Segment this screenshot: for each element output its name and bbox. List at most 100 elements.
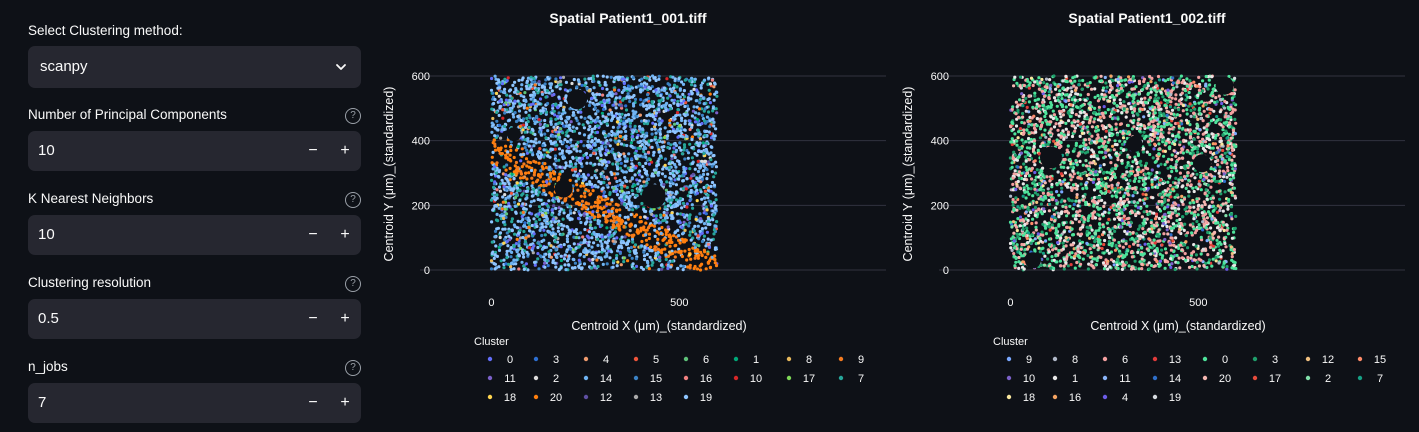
scatter-point <box>658 122 662 126</box>
legend-item[interactable]: 6 <box>703 354 709 366</box>
scatter-point <box>1053 82 1057 86</box>
legend-item[interactable]: 1 <box>753 354 759 366</box>
scatter-point <box>630 176 634 180</box>
scatter-point <box>537 155 541 159</box>
scatter-point <box>714 207 718 211</box>
scatter-point <box>502 258 506 262</box>
scatter-point <box>528 229 532 233</box>
scatter-point <box>1011 200 1015 204</box>
legend-item[interactable]: 17 <box>803 373 815 385</box>
scatter-point <box>607 181 612 185</box>
scatter-point <box>641 155 645 159</box>
legend-item[interactable]: 12 <box>600 392 612 404</box>
help-icon[interactable]: ? <box>345 276 361 292</box>
decrement-button[interactable]: − <box>308 394 318 411</box>
scatter-point <box>603 235 607 239</box>
knn-input[interactable]: 10 − + <box>28 215 361 255</box>
increment-button[interactable]: + <box>340 226 350 243</box>
scatter-point <box>543 265 547 269</box>
scatter-point <box>574 207 578 212</box>
knn-value[interactable]: 10 <box>38 226 55 243</box>
scatter-point <box>604 148 608 152</box>
scatter-point <box>639 98 643 102</box>
scatter-point <box>1184 186 1188 190</box>
decrement-button[interactable]: − <box>308 226 318 243</box>
scatter-point <box>1130 236 1134 240</box>
scatter-point <box>532 76 536 81</box>
scatter-point <box>1220 101 1224 106</box>
increment-button[interactable]: + <box>340 394 350 411</box>
pc-input[interactable]: 10 − + <box>28 131 361 171</box>
help-icon[interactable]: ? <box>345 360 361 376</box>
scatter-point <box>523 130 527 134</box>
scatter-point <box>521 235 525 240</box>
empty-region <box>641 184 666 209</box>
resolution-value[interactable]: 0.5 <box>38 310 59 327</box>
scatter-point <box>595 130 600 134</box>
scatter-point <box>560 169 565 173</box>
scatter-point <box>603 80 607 85</box>
resolution-input[interactable]: 0.5 − + <box>28 299 361 339</box>
scatter-point <box>680 116 684 120</box>
x-axis-label: Centroid X (μm)_(standardized) <box>1090 319 1265 333</box>
scatter-point <box>676 135 680 139</box>
scatter-point <box>493 165 497 169</box>
scatter-point <box>516 99 520 103</box>
legend-item[interactable]: 13 <box>650 392 662 404</box>
njobs-value[interactable]: 7 <box>38 394 47 411</box>
decrement-button[interactable]: − <box>308 142 318 159</box>
scatter-point <box>695 141 699 145</box>
legend-item[interactable]: 4 <box>603 354 609 366</box>
scatter-point <box>693 120 698 124</box>
legend-item[interactable]: 5 <box>653 354 659 366</box>
scatter-point <box>690 114 694 118</box>
scatter-point <box>625 95 629 99</box>
scatter-point <box>673 162 677 167</box>
legend-item[interactable]: 0 <box>507 354 513 366</box>
clustering-method-select[interactable]: scanpy <box>28 46 361 88</box>
scatter-point <box>490 161 494 165</box>
scatter-point <box>1062 267 1066 271</box>
legend-item[interactable]: 14 <box>600 373 612 385</box>
scatter-point <box>692 242 696 246</box>
decrement-button[interactable]: − <box>308 310 318 327</box>
scatter-point <box>1138 198 1142 202</box>
legend-item[interactable]: 8 <box>806 354 812 366</box>
scatter-point <box>517 244 521 248</box>
legend-item[interactable]: 20 <box>550 392 562 404</box>
scatter-point <box>668 118 672 123</box>
help-icon[interactable]: ? <box>345 192 361 208</box>
scatter-point <box>510 96 514 100</box>
legend-item[interactable]: 18 <box>504 392 516 404</box>
legend-item[interactable]: 2 <box>553 373 559 385</box>
scatter-point <box>670 211 674 215</box>
legend-item[interactable]: 19 <box>700 392 712 404</box>
scatter-point <box>631 208 635 212</box>
pc-value[interactable]: 10 <box>38 142 55 159</box>
scatter-point <box>585 234 589 238</box>
help-icon[interactable]: ? <box>345 108 361 124</box>
legend-item[interactable]: 3 <box>553 354 559 366</box>
increment-button[interactable]: + <box>340 142 350 159</box>
scatter-point <box>562 211 566 215</box>
scatter-point <box>582 144 586 148</box>
legend-item[interactable]: 10 <box>750 373 762 385</box>
scatter-point <box>662 145 666 149</box>
njobs-input[interactable]: 7 − + <box>28 383 361 423</box>
scatter-point <box>1125 203 1129 207</box>
scatter-point <box>586 250 590 254</box>
scatter-point <box>1077 79 1082 83</box>
legend-item[interactable]: 15 <box>650 373 662 385</box>
scatter-point <box>508 238 512 242</box>
legend-item[interactable]: 7 <box>858 373 864 385</box>
increment-button[interactable]: + <box>340 310 350 327</box>
legend-item[interactable]: 16 <box>700 373 712 385</box>
scatter-point <box>677 146 682 150</box>
scatter-point <box>1096 94 1100 98</box>
legend-item[interactable]: 9 <box>858 354 864 366</box>
scatter-point <box>564 164 568 168</box>
legend-item[interactable]: 11 <box>504 373 515 385</box>
scatter-point <box>628 194 632 198</box>
